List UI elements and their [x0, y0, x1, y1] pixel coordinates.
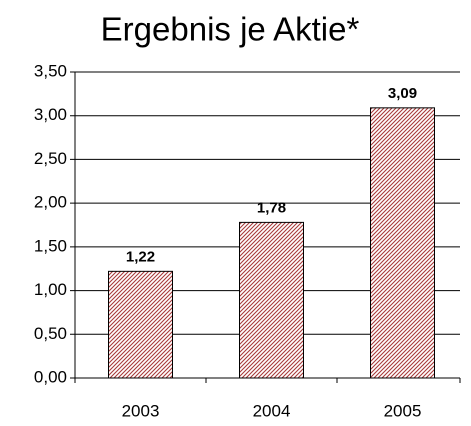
y-tick-label: 2,50: [34, 149, 67, 168]
y-tick-label: 0,50: [34, 324, 67, 343]
x-tick-label: 2003: [122, 401, 160, 420]
chart-title: Ergebnis je Aktie*: [101, 11, 360, 48]
bar: [370, 107, 435, 379]
y-tick-label: 3,00: [34, 105, 67, 124]
value-label: 1,22: [126, 248, 155, 265]
bar: [108, 270, 173, 379]
y-tick-label: 3,50: [34, 61, 67, 80]
y-tick-label: 2,00: [34, 193, 67, 212]
value-label: 3,09: [388, 85, 417, 102]
bar: [239, 221, 304, 379]
y-tick-label: 1,50: [34, 236, 67, 255]
x-tick-label: 2005: [384, 401, 422, 420]
y-tick-label: 1,00: [34, 280, 67, 299]
x-tick-label: 2004: [253, 401, 291, 420]
y-tick-label: 0,00: [34, 367, 67, 386]
value-label: 1,78: [257, 199, 286, 216]
